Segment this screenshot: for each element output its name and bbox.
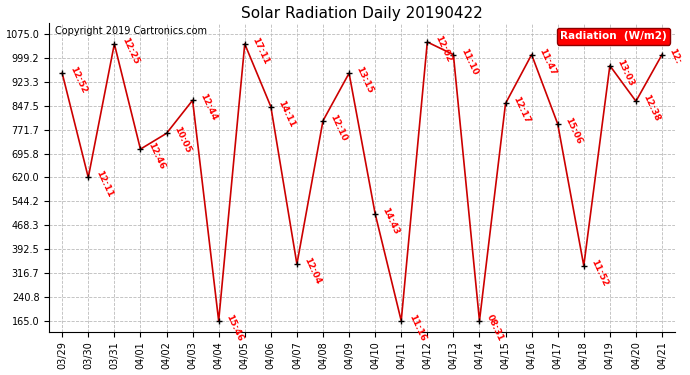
- Text: 12:10: 12:10: [328, 113, 348, 142]
- Text: 12:17: 12:17: [511, 96, 531, 125]
- Text: 08:31: 08:31: [485, 313, 505, 342]
- Text: 13:03: 13:03: [615, 58, 635, 87]
- Text: 11:16: 11:16: [407, 313, 427, 343]
- Text: 12:44: 12:44: [198, 92, 219, 122]
- Text: 15:06: 15:06: [563, 116, 584, 146]
- Text: 12:11: 12:11: [94, 170, 114, 199]
- Text: 12:04: 12:04: [302, 256, 323, 286]
- Legend: Radiation  (W/m2): Radiation (W/m2): [557, 28, 670, 45]
- Text: 11:10: 11:10: [459, 46, 479, 76]
- Text: 14:43: 14:43: [381, 206, 401, 236]
- Text: 12:46: 12:46: [146, 141, 166, 171]
- Text: 15:46: 15:46: [224, 313, 244, 343]
- Text: 12:02: 12:02: [433, 34, 453, 64]
- Text: 14:11: 14:11: [277, 99, 297, 129]
- Text: 12:52: 12:52: [68, 65, 88, 95]
- Text: 10:05: 10:05: [172, 125, 193, 155]
- Text: 11:52: 11:52: [589, 258, 609, 288]
- Text: 12:38: 12:38: [642, 93, 662, 123]
- Text: 13:15: 13:15: [355, 65, 375, 95]
- Text: 17:11: 17:11: [250, 36, 270, 66]
- Text: 11:47: 11:47: [538, 46, 558, 76]
- Text: 12:25: 12:25: [120, 36, 140, 66]
- Text: Copyright 2019 Cartronics.com: Copyright 2019 Cartronics.com: [55, 26, 208, 36]
- Text: 12:: 12:: [667, 46, 682, 65]
- Title: Solar Radiation Daily 20190422: Solar Radiation Daily 20190422: [241, 6, 483, 21]
